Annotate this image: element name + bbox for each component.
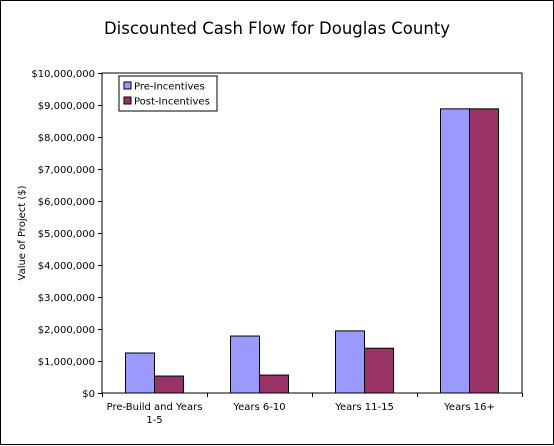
x-category-label: Years 11-15 [334, 402, 394, 413]
y-tick-label: $9,000,000 [38, 101, 95, 112]
bar-post-incentives [154, 375, 184, 394]
y-tick-label: $3,000,000 [38, 293, 95, 304]
bar-post-incentives [364, 347, 394, 394]
bar-pre-incentives [125, 352, 155, 394]
legend-swatch [123, 81, 132, 90]
x-category-label-line: Years 11-15 [334, 402, 394, 413]
y-tick-label: $10,000,000 [31, 69, 95, 80]
bar-pre-incentives [230, 335, 260, 394]
y-tick-label: $5,000,000 [38, 229, 95, 240]
bar-post-incentives [259, 374, 289, 394]
x-category-label-line: Pre-Build and Years [107, 402, 203, 413]
x-category-label-line: Years 16+ [443, 402, 495, 413]
x-category-label-line: Years 6-10 [232, 402, 285, 413]
y-tick-label: $7,000,000 [38, 165, 95, 176]
y-tick-label: $2,000,000 [38, 325, 95, 336]
legend: Pre-Incentives Post-Incentives [118, 75, 218, 112]
chart-title: Discounted Cash Flow for Douglas County [104, 19, 450, 38]
plot-area: $0 $1,000,000 $2,000,000 $3,000,000 $4,000,0… [31, 69, 523, 426]
legend-swatch [123, 96, 132, 105]
y-tick-label: $1,000,000 [38, 357, 95, 368]
legend-label: Pre-Incentives [134, 82, 205, 93]
y-tick-label: $6,000,000 [38, 197, 95, 208]
y-tick-label: $8,000,000 [38, 133, 95, 144]
legend-box [118, 75, 218, 112]
x-category-label-line: 1-5 [146, 415, 162, 426]
bar-pre-incentives [440, 108, 470, 394]
legend-label: Post-Incentives [134, 97, 210, 108]
bar-pre-incentives [335, 330, 365, 394]
x-category-label: Years 6-10 [232, 402, 285, 413]
x-category-label: Years 16+ [443, 402, 495, 413]
y-axis-label: Value of Project ($) [17, 185, 28, 280]
bar-post-incentives [469, 108, 499, 394]
x-category-label: Pre-Build and Years 1-5 [107, 402, 203, 426]
y-tick-label: $4,000,000 [38, 261, 95, 272]
y-tick-label: $0 [82, 389, 95, 400]
